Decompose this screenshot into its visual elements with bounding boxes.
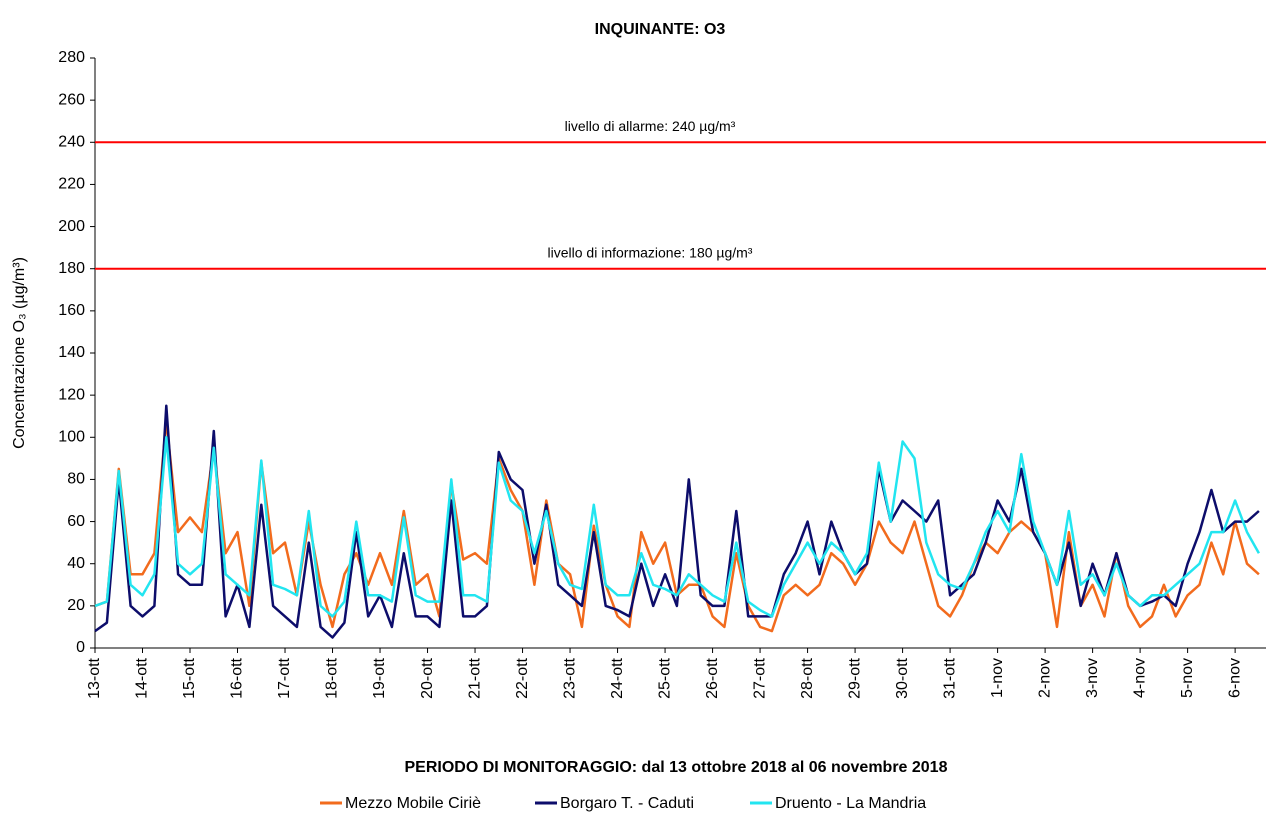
x-tick-label: 15-ott	[181, 657, 198, 698]
y-tick-label: 120	[58, 386, 85, 403]
x-tick-label: 28-ott	[799, 657, 816, 698]
x-tick-label: 24-ott	[609, 657, 626, 698]
series-line	[94, 436, 1260, 618]
x-tick-label: 1-nov	[989, 658, 1006, 698]
y-tick-label: 160	[58, 302, 85, 319]
x-tick-label: 2-nov	[1036, 658, 1053, 698]
x-tick-label: 20-ott	[419, 657, 436, 698]
x-tick-label: 14-ott	[134, 657, 151, 698]
x-axis-label: PERIODO DI MONITORAGGIO: dal 13 ottobre …	[405, 759, 948, 776]
y-tick-label: 20	[67, 597, 85, 614]
reference-label: livello di informazione: 180 µg/m³	[548, 244, 753, 260]
x-tick-label: 6-nov	[1226, 658, 1243, 698]
y-tick-label: 140	[58, 344, 85, 361]
x-tick-label: 29-ott	[846, 657, 863, 698]
y-tick-label: 280	[58, 49, 85, 66]
y-tick-label: 40	[67, 555, 85, 572]
x-tick-label: 4-nov	[1131, 658, 1148, 698]
legend-label: Mezzo Mobile Ciriè	[345, 795, 481, 812]
x-tick-label: 16-ott	[229, 657, 246, 698]
x-tick-label: 19-ott	[371, 657, 388, 698]
x-tick-label: 31-ott	[941, 657, 958, 698]
y-tick-label: 220	[58, 176, 85, 193]
x-tick-label: 13-ott	[86, 657, 103, 698]
reference-label: livello di allarme: 240 µg/m³	[565, 118, 736, 134]
legend-label: Druento - La Mandria	[775, 795, 926, 812]
legend-label: Borgaro T. - Caduti	[560, 795, 694, 812]
y-tick-label: 80	[67, 471, 85, 488]
x-tick-label: 23-ott	[561, 657, 578, 698]
chart-title: INQUINANTE: O3	[595, 21, 726, 38]
series-line	[94, 404, 1260, 639]
x-tick-label: 22-ott	[514, 657, 531, 698]
x-tick-label: 30-ott	[894, 657, 911, 698]
x-tick-label: 26-ott	[704, 657, 721, 698]
y-tick-label: 100	[58, 429, 85, 446]
x-tick-label: 21-ott	[466, 657, 483, 698]
y-tick-label: 0	[76, 639, 85, 656]
y-tick-label: 240	[58, 134, 85, 151]
y-tick-label: 180	[58, 260, 85, 277]
y-axis-label: Concentrazione O₃ (µg/m³)	[11, 257, 28, 449]
y-tick-label: 200	[58, 218, 85, 235]
x-tick-label: 25-ott	[656, 657, 673, 698]
y-tick-label: 60	[67, 513, 85, 530]
x-tick-label: 18-ott	[324, 657, 341, 698]
y-tick-label: 260	[58, 91, 85, 108]
x-tick-label: 17-ott	[276, 657, 293, 698]
x-tick-label: 27-ott	[751, 657, 768, 698]
x-tick-label: 5-nov	[1179, 658, 1196, 698]
x-tick-label: 3-nov	[1084, 658, 1101, 698]
